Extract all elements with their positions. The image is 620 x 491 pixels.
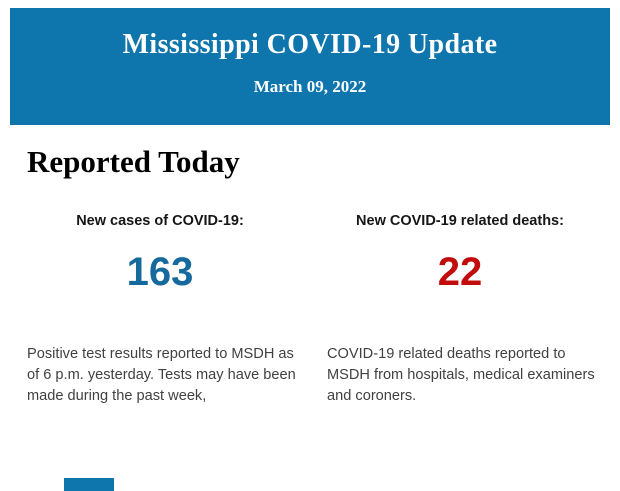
stat-label-new-deaths: New COVID-19 related deaths: bbox=[356, 213, 564, 229]
report-body: Reported Today New cases of COVID-19: 16… bbox=[0, 144, 620, 407]
stat-description-new-cases: Positive test results reported to MSDH a… bbox=[27, 346, 296, 404]
stat-label-new-cases: New cases of COVID-19: bbox=[76, 213, 244, 229]
stat-value-new-deaths: 22 bbox=[437, 250, 483, 294]
footer-accent-bar bbox=[64, 478, 114, 491]
stats-row: New cases of COVID-19: 163 Positive test… bbox=[10, 213, 610, 407]
newsletter-page: Mississippi COVID-19 Update March 09, 20… bbox=[0, 8, 620, 491]
newsletter-title: Mississippi COVID-19 Update bbox=[122, 29, 498, 60]
stat-new-deaths: New COVID-19 related deaths: 22 COVID-19… bbox=[310, 213, 610, 407]
report-date: March 09, 2022 bbox=[253, 77, 367, 96]
section-title-reported-today: Reported Today bbox=[27, 144, 240, 179]
newsletter-header: Mississippi COVID-19 Update March 09, 20… bbox=[10, 8, 610, 125]
stat-description-new-deaths: COVID-19 related deaths reported to MSDH… bbox=[327, 346, 595, 404]
stat-new-cases: New cases of COVID-19: 163 Positive test… bbox=[10, 213, 310, 407]
stat-value-new-cases: 163 bbox=[126, 250, 194, 294]
